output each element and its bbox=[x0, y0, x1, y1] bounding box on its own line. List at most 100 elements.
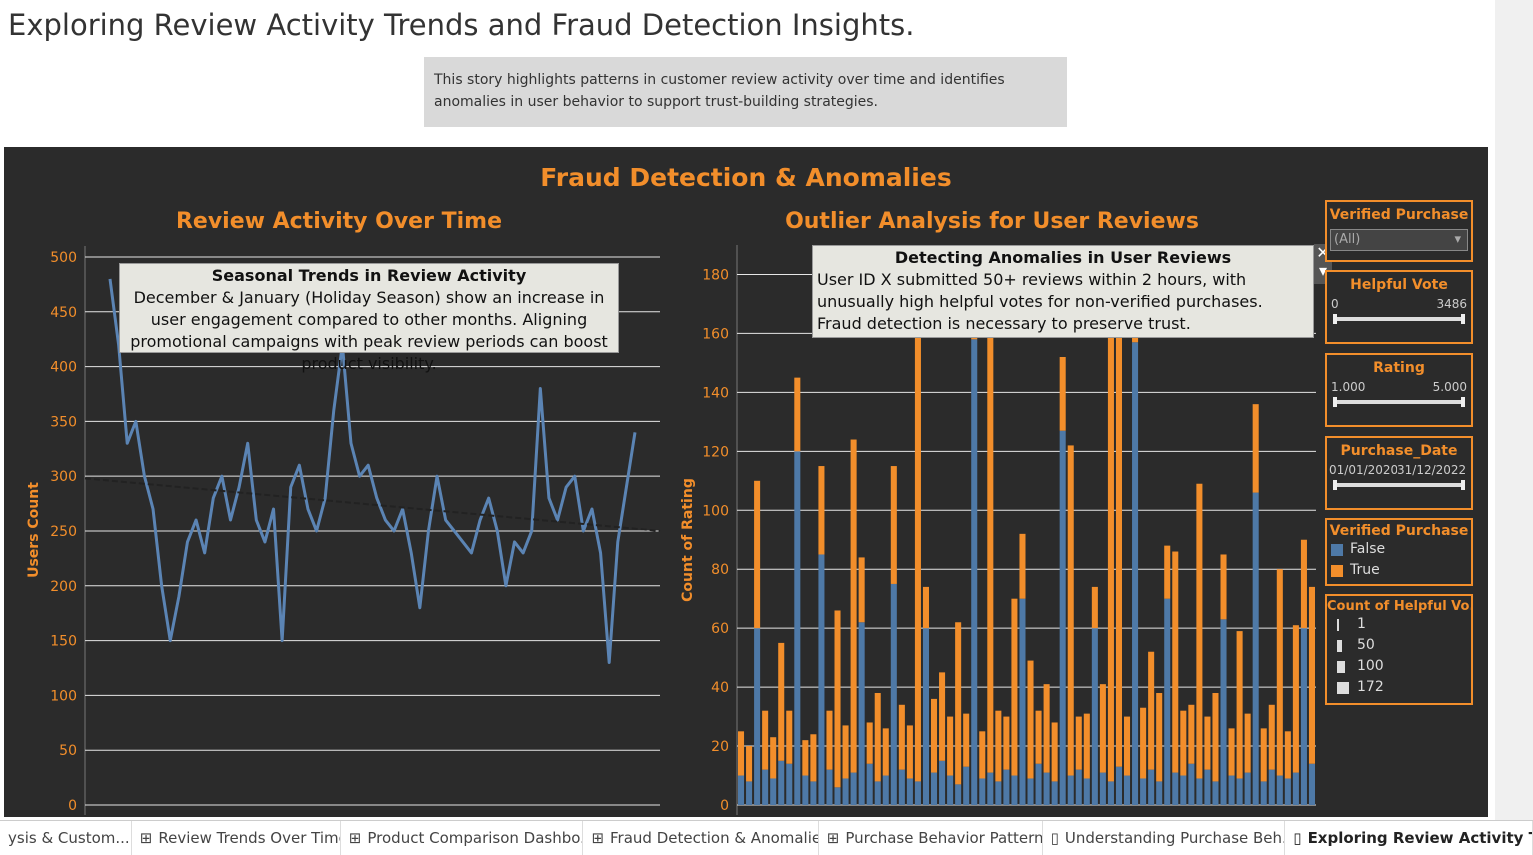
bar bbox=[1172, 772, 1179, 805]
bar bbox=[987, 330, 994, 773]
bar bbox=[842, 778, 849, 805]
range-max: 3486 bbox=[1436, 297, 1467, 311]
size-glyph bbox=[1337, 681, 1349, 694]
bar bbox=[1252, 492, 1259, 805]
bar bbox=[1132, 342, 1139, 805]
bar bbox=[1252, 404, 1259, 493]
story-description: This story highlights patterns in custom… bbox=[424, 57, 1067, 127]
slider[interactable] bbox=[1333, 314, 1465, 324]
filter-card: Helpful Vote 0 3486 bbox=[1325, 270, 1473, 344]
filter-card: Purchase_Date 01/01/2020 31/12/2022 bbox=[1325, 436, 1473, 510]
tab[interactable]: ⊞ Product Comparison Dashbo... bbox=[341, 821, 584, 855]
annotation: Detecting Anomalies in User Reviews User … bbox=[812, 245, 1314, 338]
bar bbox=[858, 557, 865, 623]
tab[interactable]: ▯ Exploring Review Activity Tr bbox=[1285, 821, 1533, 855]
bar bbox=[979, 778, 986, 805]
tab-icon: ▯ bbox=[1050, 829, 1059, 847]
bar bbox=[794, 451, 801, 805]
filter-card: Rating 1.000 5.000 bbox=[1325, 353, 1473, 427]
legend-item: 172 bbox=[1327, 677, 1471, 698]
tab[interactable]: ▯ Understanding Purchase Beh... bbox=[1043, 821, 1286, 855]
bar bbox=[1091, 628, 1098, 805]
size-glyph bbox=[1337, 660, 1345, 673]
bar bbox=[794, 377, 801, 452]
bar bbox=[1244, 713, 1251, 773]
tab-label: Product Comparison Dashbo... bbox=[367, 829, 584, 847]
tab-icon: ⊞ bbox=[826, 829, 840, 847]
bar bbox=[1099, 684, 1106, 773]
bar bbox=[1284, 778, 1291, 805]
bar bbox=[1236, 631, 1243, 779]
size-glyph bbox=[1337, 639, 1342, 652]
bar bbox=[1156, 693, 1163, 782]
bar bbox=[842, 725, 849, 779]
y-tick-label: 500 bbox=[50, 250, 77, 266]
y-tick-label: 0 bbox=[68, 798, 77, 814]
dropdown[interactable]: (All) ▾ bbox=[1330, 229, 1468, 251]
bar bbox=[818, 466, 825, 555]
bar bbox=[1292, 772, 1299, 805]
range-min: 01/01/2020 bbox=[1329, 463, 1397, 477]
y-tick-label: 40 bbox=[711, 680, 729, 696]
legend-label: True bbox=[1350, 562, 1380, 578]
tab[interactable]: ⊞ Fraud Detection & Anomalies bbox=[583, 821, 819, 855]
bar bbox=[826, 769, 833, 805]
range-max: 5.000 bbox=[1432, 380, 1467, 394]
annotation-text: User ID X submitted 50+ reviews within 2… bbox=[817, 270, 1263, 333]
chart-title: Outlier Analysis for User Reviews bbox=[785, 209, 1199, 234]
bar bbox=[1220, 554, 1227, 620]
bar bbox=[1260, 728, 1267, 782]
bar bbox=[1276, 775, 1283, 805]
bar bbox=[1107, 330, 1114, 782]
bar bbox=[834, 610, 841, 788]
tab[interactable]: ysis & Custom... bbox=[0, 821, 132, 855]
filter-title: Verified Purchase bbox=[1329, 207, 1469, 223]
legend-label: 100 bbox=[1356, 658, 1384, 674]
bar bbox=[1140, 707, 1147, 779]
bar bbox=[963, 766, 970, 805]
tab-icon: ⊞ bbox=[139, 829, 153, 847]
bar bbox=[922, 586, 929, 629]
y-tick-label: 250 bbox=[50, 524, 77, 540]
range-max: 31/12/2022 bbox=[1397, 463, 1467, 477]
dashboard-title: Fraud Detection & Anomalies bbox=[540, 163, 951, 192]
bar bbox=[770, 778, 777, 805]
y-tick-label: 300 bbox=[50, 469, 77, 485]
bar bbox=[995, 710, 1002, 782]
filter-title: Purchase_Date bbox=[1340, 443, 1458, 459]
legend-item: True bbox=[1327, 560, 1471, 581]
bar bbox=[1188, 763, 1195, 805]
bar bbox=[866, 722, 873, 764]
bar bbox=[746, 781, 753, 805]
scrollbar[interactable] bbox=[1495, 0, 1533, 820]
tab[interactable]: ⊞ Review Trends Over Time bbox=[132, 821, 341, 855]
slider[interactable] bbox=[1333, 397, 1465, 407]
y-tick-label: 350 bbox=[50, 414, 77, 430]
bar bbox=[1212, 781, 1219, 805]
bar bbox=[754, 628, 761, 805]
bar bbox=[746, 746, 753, 782]
bar bbox=[955, 622, 962, 785]
bar bbox=[882, 728, 889, 776]
tab-icon: ▯ bbox=[1293, 829, 1302, 847]
bar bbox=[1156, 781, 1163, 805]
bar bbox=[882, 775, 889, 805]
bar bbox=[1300, 628, 1307, 805]
bar bbox=[1276, 569, 1283, 776]
annotation-title: Detecting Anomalies in User Reviews bbox=[894, 248, 1232, 267]
bar bbox=[1027, 660, 1034, 779]
y-tick-label: 450 bbox=[50, 305, 77, 321]
tab[interactable]: ⊞ Purchase Behavior Patterns bbox=[819, 821, 1043, 855]
bar bbox=[1091, 586, 1098, 629]
bar bbox=[1308, 763, 1315, 805]
legend-swatch bbox=[1331, 564, 1343, 577]
y-tick-label: 400 bbox=[50, 360, 77, 376]
y-tick-label: 80 bbox=[711, 562, 729, 578]
bar bbox=[1083, 778, 1090, 805]
bar bbox=[818, 554, 825, 805]
bar bbox=[802, 740, 809, 776]
slider[interactable] bbox=[1333, 480, 1465, 490]
bar bbox=[1172, 551, 1179, 773]
bar bbox=[1268, 769, 1275, 805]
bar bbox=[1083, 713, 1090, 779]
